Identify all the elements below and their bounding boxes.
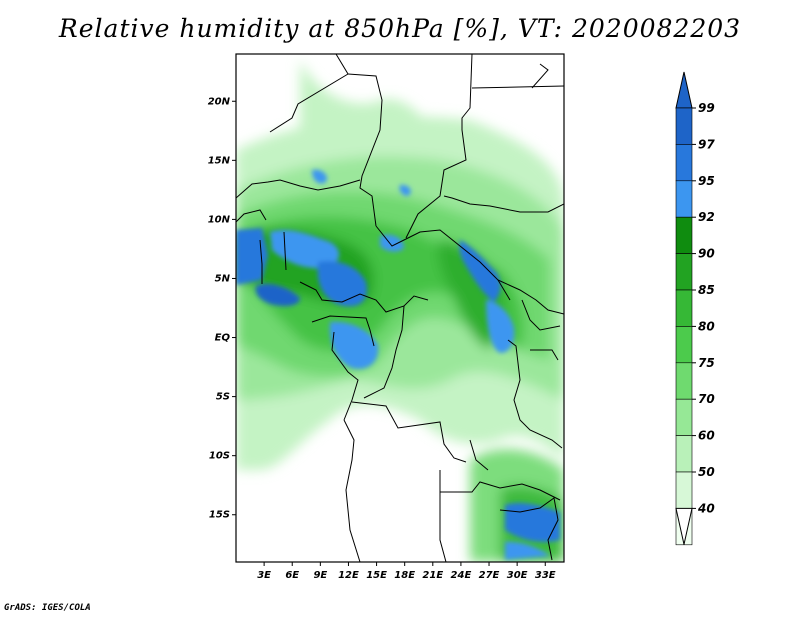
- colorbar-swatch: [675, 289, 693, 327]
- colorbar-swatch: [675, 144, 693, 182]
- lat-label: 15N: [208, 155, 231, 166]
- colorbar-swatch: [675, 107, 693, 145]
- lon-label: 33E: [535, 570, 556, 581]
- colorbar-label: 70: [698, 392, 715, 406]
- lat-label: 15S: [209, 510, 230, 521]
- lon-label: 3E: [257, 570, 271, 581]
- colorbar-swatch: [675, 216, 693, 254]
- lon-label: 9E: [313, 570, 327, 581]
- colorbar-label: 90: [698, 247, 715, 261]
- map-frame: [235, 53, 565, 563]
- map-title: Relative humidity at 850hPa [%], VT: 202…: [58, 14, 742, 43]
- colorbar-swatch: [675, 435, 693, 473]
- longitude-axis: 3E 6E 9E 12E 15E 18E 21E 24E 27E 30E 33E: [257, 562, 556, 581]
- credit-text: GrADS: IGES/COLA: [4, 603, 91, 613]
- colorbar-label: 95: [698, 174, 715, 188]
- colorbar-top-arrow: [675, 71, 693, 109]
- lat-label: 10S: [209, 451, 230, 462]
- lon-label: 27E: [479, 570, 500, 581]
- colorbar-label: 60: [698, 429, 715, 443]
- colorbar-swatch: [675, 471, 693, 509]
- lat-label: 5S: [216, 392, 230, 403]
- lon-label: 6E: [285, 570, 299, 581]
- lon-label: 18E: [394, 570, 415, 581]
- colorbar-label: 92: [698, 210, 715, 224]
- colorbar-label: 85: [698, 283, 715, 297]
- lon-label: 12E: [338, 570, 359, 581]
- colorbar-swatch: [675, 362, 693, 400]
- lat-label: 5N: [215, 273, 231, 284]
- colorbar-label: 75: [698, 356, 715, 370]
- colorbar-swatch: [675, 180, 693, 218]
- lat-label: EQ: [215, 333, 231, 344]
- lat-label: 20N: [208, 96, 231, 107]
- lon-label: 30E: [507, 570, 528, 581]
- lon-label: 15E: [366, 570, 387, 581]
- colorbar-label: 97: [698, 137, 715, 151]
- colorbar-label: 50: [698, 465, 715, 479]
- colorbar-swatch: [675, 398, 693, 436]
- lon-label: 21E: [422, 570, 443, 581]
- latitude-axis: 20N 15N 10N 5N EQ 5S 10S 15S: [208, 96, 236, 521]
- colorbar-label: 99: [698, 101, 715, 115]
- lon-label: 24E: [451, 570, 472, 581]
- colorbar-swatch: [675, 253, 693, 291]
- colorbar-swatch: [675, 326, 693, 364]
- colorbar: 99 97 95 92 90 85 80 75 70 60 50 40: [675, 71, 715, 546]
- colorbar-label: 40: [697, 501, 715, 515]
- lat-label: 10N: [208, 214, 231, 225]
- country-borders: [236, 54, 564, 562]
- colorbar-bottom-arrow: [675, 507, 693, 545]
- humidity-field: [236, 54, 564, 562]
- colorbar-label: 80: [698, 319, 715, 333]
